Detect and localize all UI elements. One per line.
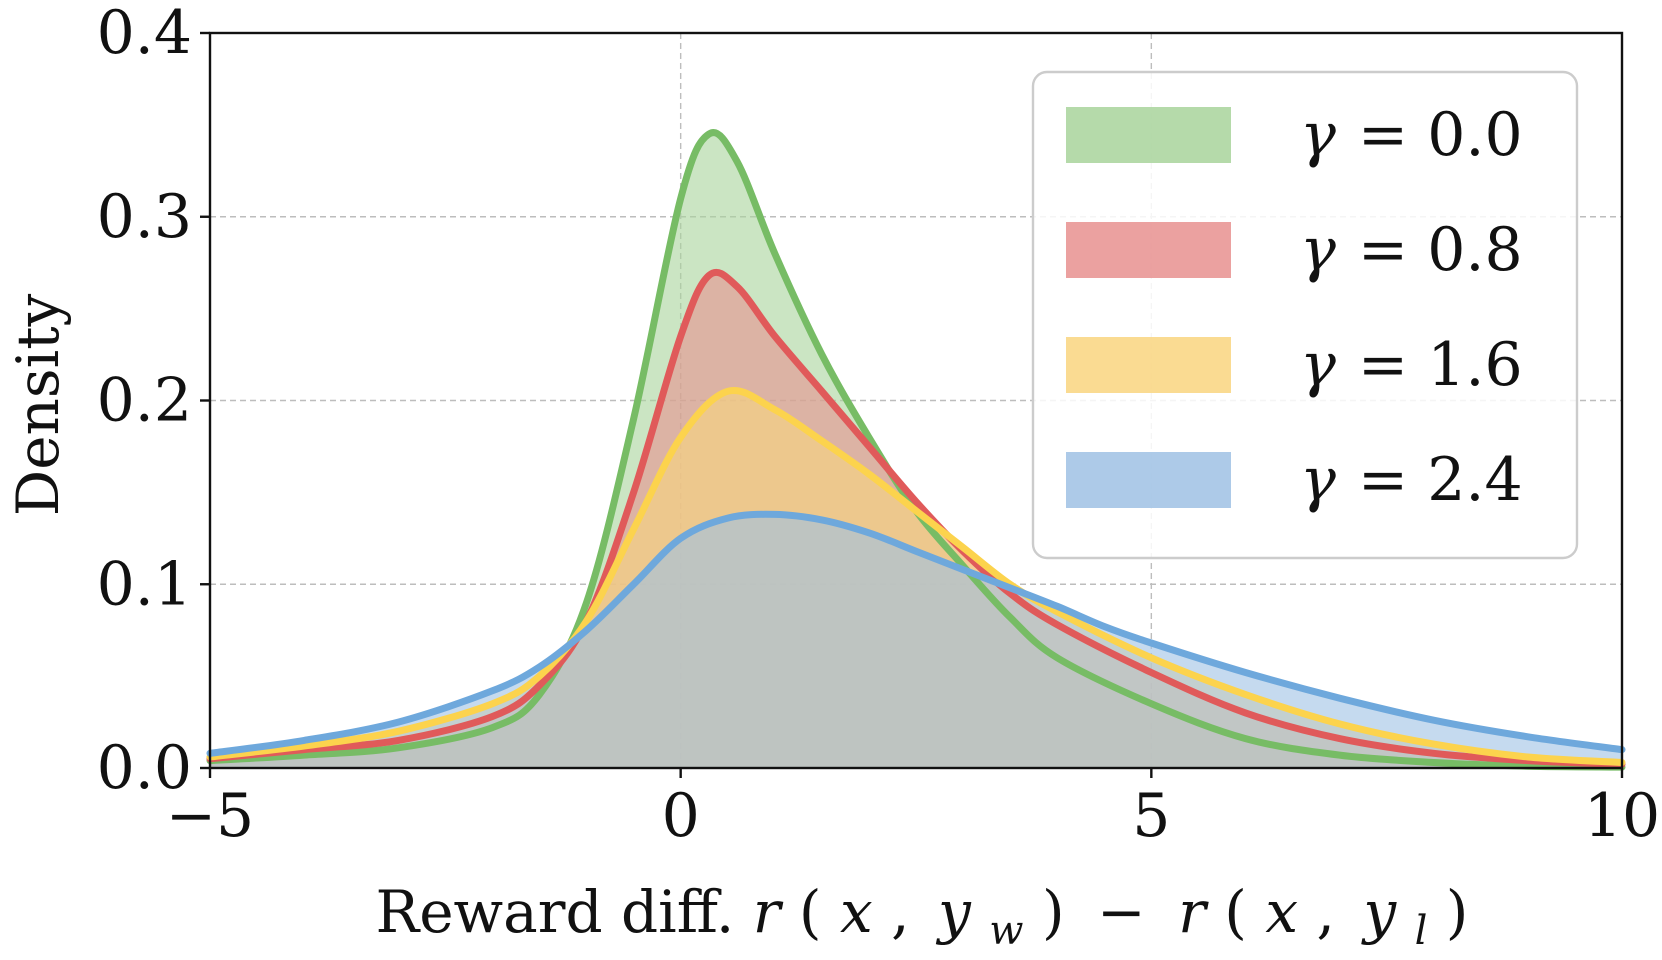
series-line-3 [206, 510, 1626, 757]
legend-label-2: γ = 1.6 [1300, 330, 1523, 400]
legend-label-0: γ = 0.0 [1300, 100, 1523, 170]
y-tick-label-0: 0.0 [97, 733, 192, 803]
x-axis-label-minus: − [1097, 878, 1146, 946]
x-axis-label-comma1: , [891, 878, 909, 946]
x-axis-label-comma2: , [1316, 878, 1334, 946]
legend-label-3: γ = 2.4 [1300, 445, 1523, 515]
legend-value-2: = 1.6 [1358, 330, 1523, 400]
legend: γ = 0.0 γ = 0.8 γ = 1.6 γ = 2.4 [1031, 70, 1579, 560]
series-line-1 [206, 268, 1626, 768]
x-axis-label-prefix: Reward diff. [376, 878, 753, 946]
legend-value-0: = 0.0 [1358, 100, 1523, 170]
y-tick-label-1: 0.1 [97, 549, 192, 619]
y-axis-label: Density [4, 293, 72, 516]
x-axis-label-y2-sub: l [1415, 908, 1428, 954]
x-axis-label-y1-sub: w [989, 908, 1023, 954]
x-axis-label-open2: ( [1224, 878, 1247, 946]
legend-value-3: = 2.4 [1358, 445, 1523, 515]
x-tick-label-3: 10 [1584, 781, 1660, 851]
legend-box [1031, 70, 1579, 560]
x-tick-label-1: 0 [662, 781, 700, 851]
y-tick-label-4: 0.4 [97, 0, 192, 68]
y-tick-label-2: 0.2 [97, 366, 192, 436]
series-lines [206, 129, 1626, 771]
legend-symbol-0: γ [1300, 100, 1336, 170]
x-tick-label-2: 5 [1132, 781, 1170, 851]
x-axis-label: Reward diff. r ( x , y w ) − r ( x , y l… [376, 878, 1469, 958]
legend-swatch-3 [1066, 452, 1231, 508]
series-line-0 [206, 129, 1626, 771]
x-axis-label-open1: ( [799, 878, 822, 946]
x-axis-label-r1: r [753, 878, 784, 946]
x-axis-label-y1: y [935, 878, 972, 946]
legend-swatch-2 [1066, 337, 1231, 393]
legend-label-1: γ = 0.8 [1300, 215, 1523, 285]
y-tick-label-3: 0.3 [97, 182, 192, 252]
x-tick-label-0: −5 [166, 781, 254, 851]
series-line-2 [206, 386, 1626, 766]
x-axis-label-x1: x [840, 878, 873, 946]
axis-ticks: −5 0 5 10 0.0 0.1 0.2 0.3 0.4 [97, 0, 1661, 851]
x-axis-label-y2: y [1360, 878, 1397, 946]
legend-value-1: = 0.8 [1358, 215, 1523, 285]
x-axis-label-close1: ) [1042, 878, 1065, 946]
legend-symbol-3: γ [1300, 445, 1336, 515]
legend-swatch-1 [1066, 222, 1231, 278]
legend-swatch-0 [1066, 107, 1231, 163]
legend-symbol-1: γ [1300, 215, 1336, 285]
x-axis-label-close2: ) [1446, 878, 1469, 946]
x-axis-label-x2: x [1265, 878, 1298, 946]
legend-symbol-2: γ [1300, 330, 1336, 400]
x-axis-label-r2: r [1178, 878, 1209, 946]
